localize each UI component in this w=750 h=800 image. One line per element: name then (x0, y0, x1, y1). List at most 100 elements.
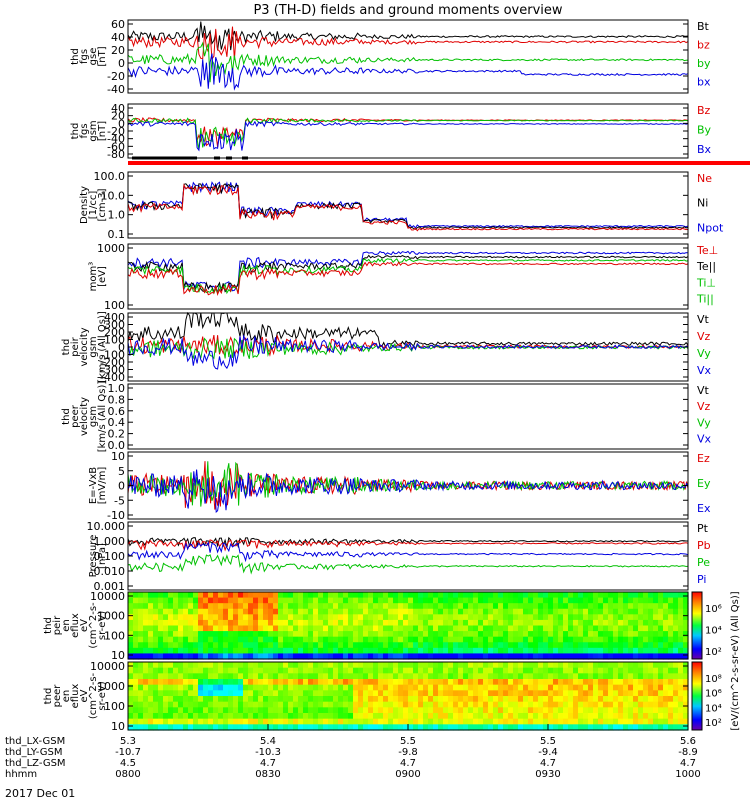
heatmap-cell (293, 718, 299, 725)
heatmap-cell (593, 724, 599, 731)
heatmap-cell (588, 707, 594, 714)
heatmap-cell (258, 592, 264, 599)
heatmap-cell (348, 625, 354, 632)
heatmap-cell (623, 636, 629, 643)
heatmap-cell (233, 679, 239, 686)
heatmap-cell (258, 608, 264, 615)
heatmap-cell (253, 701, 259, 708)
heatmap-cell (538, 619, 544, 627)
heatmap-cell (378, 679, 384, 686)
heatmap-cell (578, 647, 584, 655)
heatmap-cell (153, 608, 159, 615)
heatmap-cell (258, 647, 264, 655)
heatmap-cell (623, 684, 629, 691)
heatmap-cell (683, 647, 689, 655)
heatmap-cell (403, 631, 409, 638)
legend-label: By (697, 124, 712, 137)
heatmap-cell (328, 724, 334, 731)
heatmap-cell (238, 614, 244, 621)
heatmap-cell (158, 597, 164, 604)
heatmap-cell (293, 667, 299, 674)
heatmap-cell (543, 631, 549, 638)
heatmap-cell (393, 696, 399, 703)
date-label: 2017 Dec 01 (5, 787, 75, 800)
heatmap-cell (198, 701, 204, 708)
heatmap-cell (578, 707, 584, 714)
heatmap-cell (683, 701, 689, 708)
heatmap-cell (178, 625, 184, 632)
heatmap-cell (163, 647, 169, 655)
heatmap-cell (378, 696, 384, 703)
heatmap-cell (538, 684, 544, 691)
heatmap-cell (608, 614, 614, 621)
heatmap-cell (203, 679, 209, 686)
panel-frame (127, 383, 689, 450)
heatmap-cell (318, 696, 324, 703)
heatmap-cell (418, 713, 424, 720)
heatmap-cell (443, 684, 449, 691)
heatmap-cell (178, 614, 184, 621)
heatmap-cell (153, 597, 159, 604)
heatmap-cell (623, 707, 629, 714)
heatmap-cell (313, 603, 319, 610)
heatmap-cell (538, 667, 544, 674)
heatmap-cell (198, 662, 204, 669)
heatmap-cell (523, 631, 529, 638)
heatmap-cell (328, 707, 334, 714)
heatmap-cell (598, 625, 604, 632)
heatmap-cell (308, 631, 314, 638)
heatmap-cell (628, 625, 634, 632)
heatmap-cell (638, 679, 644, 686)
heatmap-cell (443, 619, 449, 627)
heatmap-cell (223, 647, 229, 655)
heatmap-cell (573, 597, 579, 604)
heatmap-cell (263, 647, 269, 655)
heatmap-cell (528, 636, 534, 643)
heatmap-cell (568, 636, 574, 643)
heatmap-cell (293, 636, 299, 643)
heatmap-cell (353, 690, 359, 697)
y-tick-label: -40 (107, 133, 125, 146)
heatmap-cell (188, 625, 194, 632)
heatmap-cell (553, 696, 559, 703)
y-axis-label: mom³ (88, 262, 99, 292)
heatmap-cell (438, 713, 444, 720)
heatmap-cell (488, 667, 494, 674)
heatmap-cell (368, 647, 374, 655)
heatmap-cell (468, 667, 474, 674)
heatmap-cell (458, 631, 464, 638)
y-axis-label: eflux (70, 613, 81, 638)
heatmap-cell (468, 614, 474, 621)
heatmap-cell (638, 592, 644, 599)
heatmap-cell (388, 684, 394, 691)
heatmap-cell (428, 608, 434, 615)
heatmap-cell (298, 718, 304, 725)
heatmap-cell (633, 631, 639, 638)
heatmap-cell (348, 690, 354, 697)
legend-label: Bz (697, 104, 711, 117)
heatmap-cell (618, 592, 624, 599)
heatmap-cell (398, 631, 404, 638)
heatmap-cell (363, 662, 369, 669)
heatmap-cell (153, 713, 159, 720)
heatmap-cell (343, 625, 349, 632)
heatmap-cell (533, 592, 539, 599)
heatmap-cell (583, 619, 589, 627)
heatmap-cell (138, 696, 144, 703)
heatmap-cell (643, 667, 649, 674)
heatmap-cell (673, 647, 679, 655)
heatmap-cell (643, 631, 649, 638)
heatmap-cell (518, 690, 524, 697)
heatmap-cell (448, 662, 454, 669)
heatmap-cell (353, 707, 359, 714)
heatmap-cell (603, 707, 609, 714)
heatmap-cell (298, 662, 304, 669)
heatmap-cell (603, 625, 609, 632)
heatmap-cell (238, 673, 244, 680)
heatmap-cell (128, 619, 134, 627)
heatmap-cell (668, 707, 674, 714)
y-axis-label: E=-VxB (88, 467, 99, 504)
heatmap-cell (343, 614, 349, 621)
heatmap-cell (268, 707, 274, 714)
heatmap-cell (483, 696, 489, 703)
